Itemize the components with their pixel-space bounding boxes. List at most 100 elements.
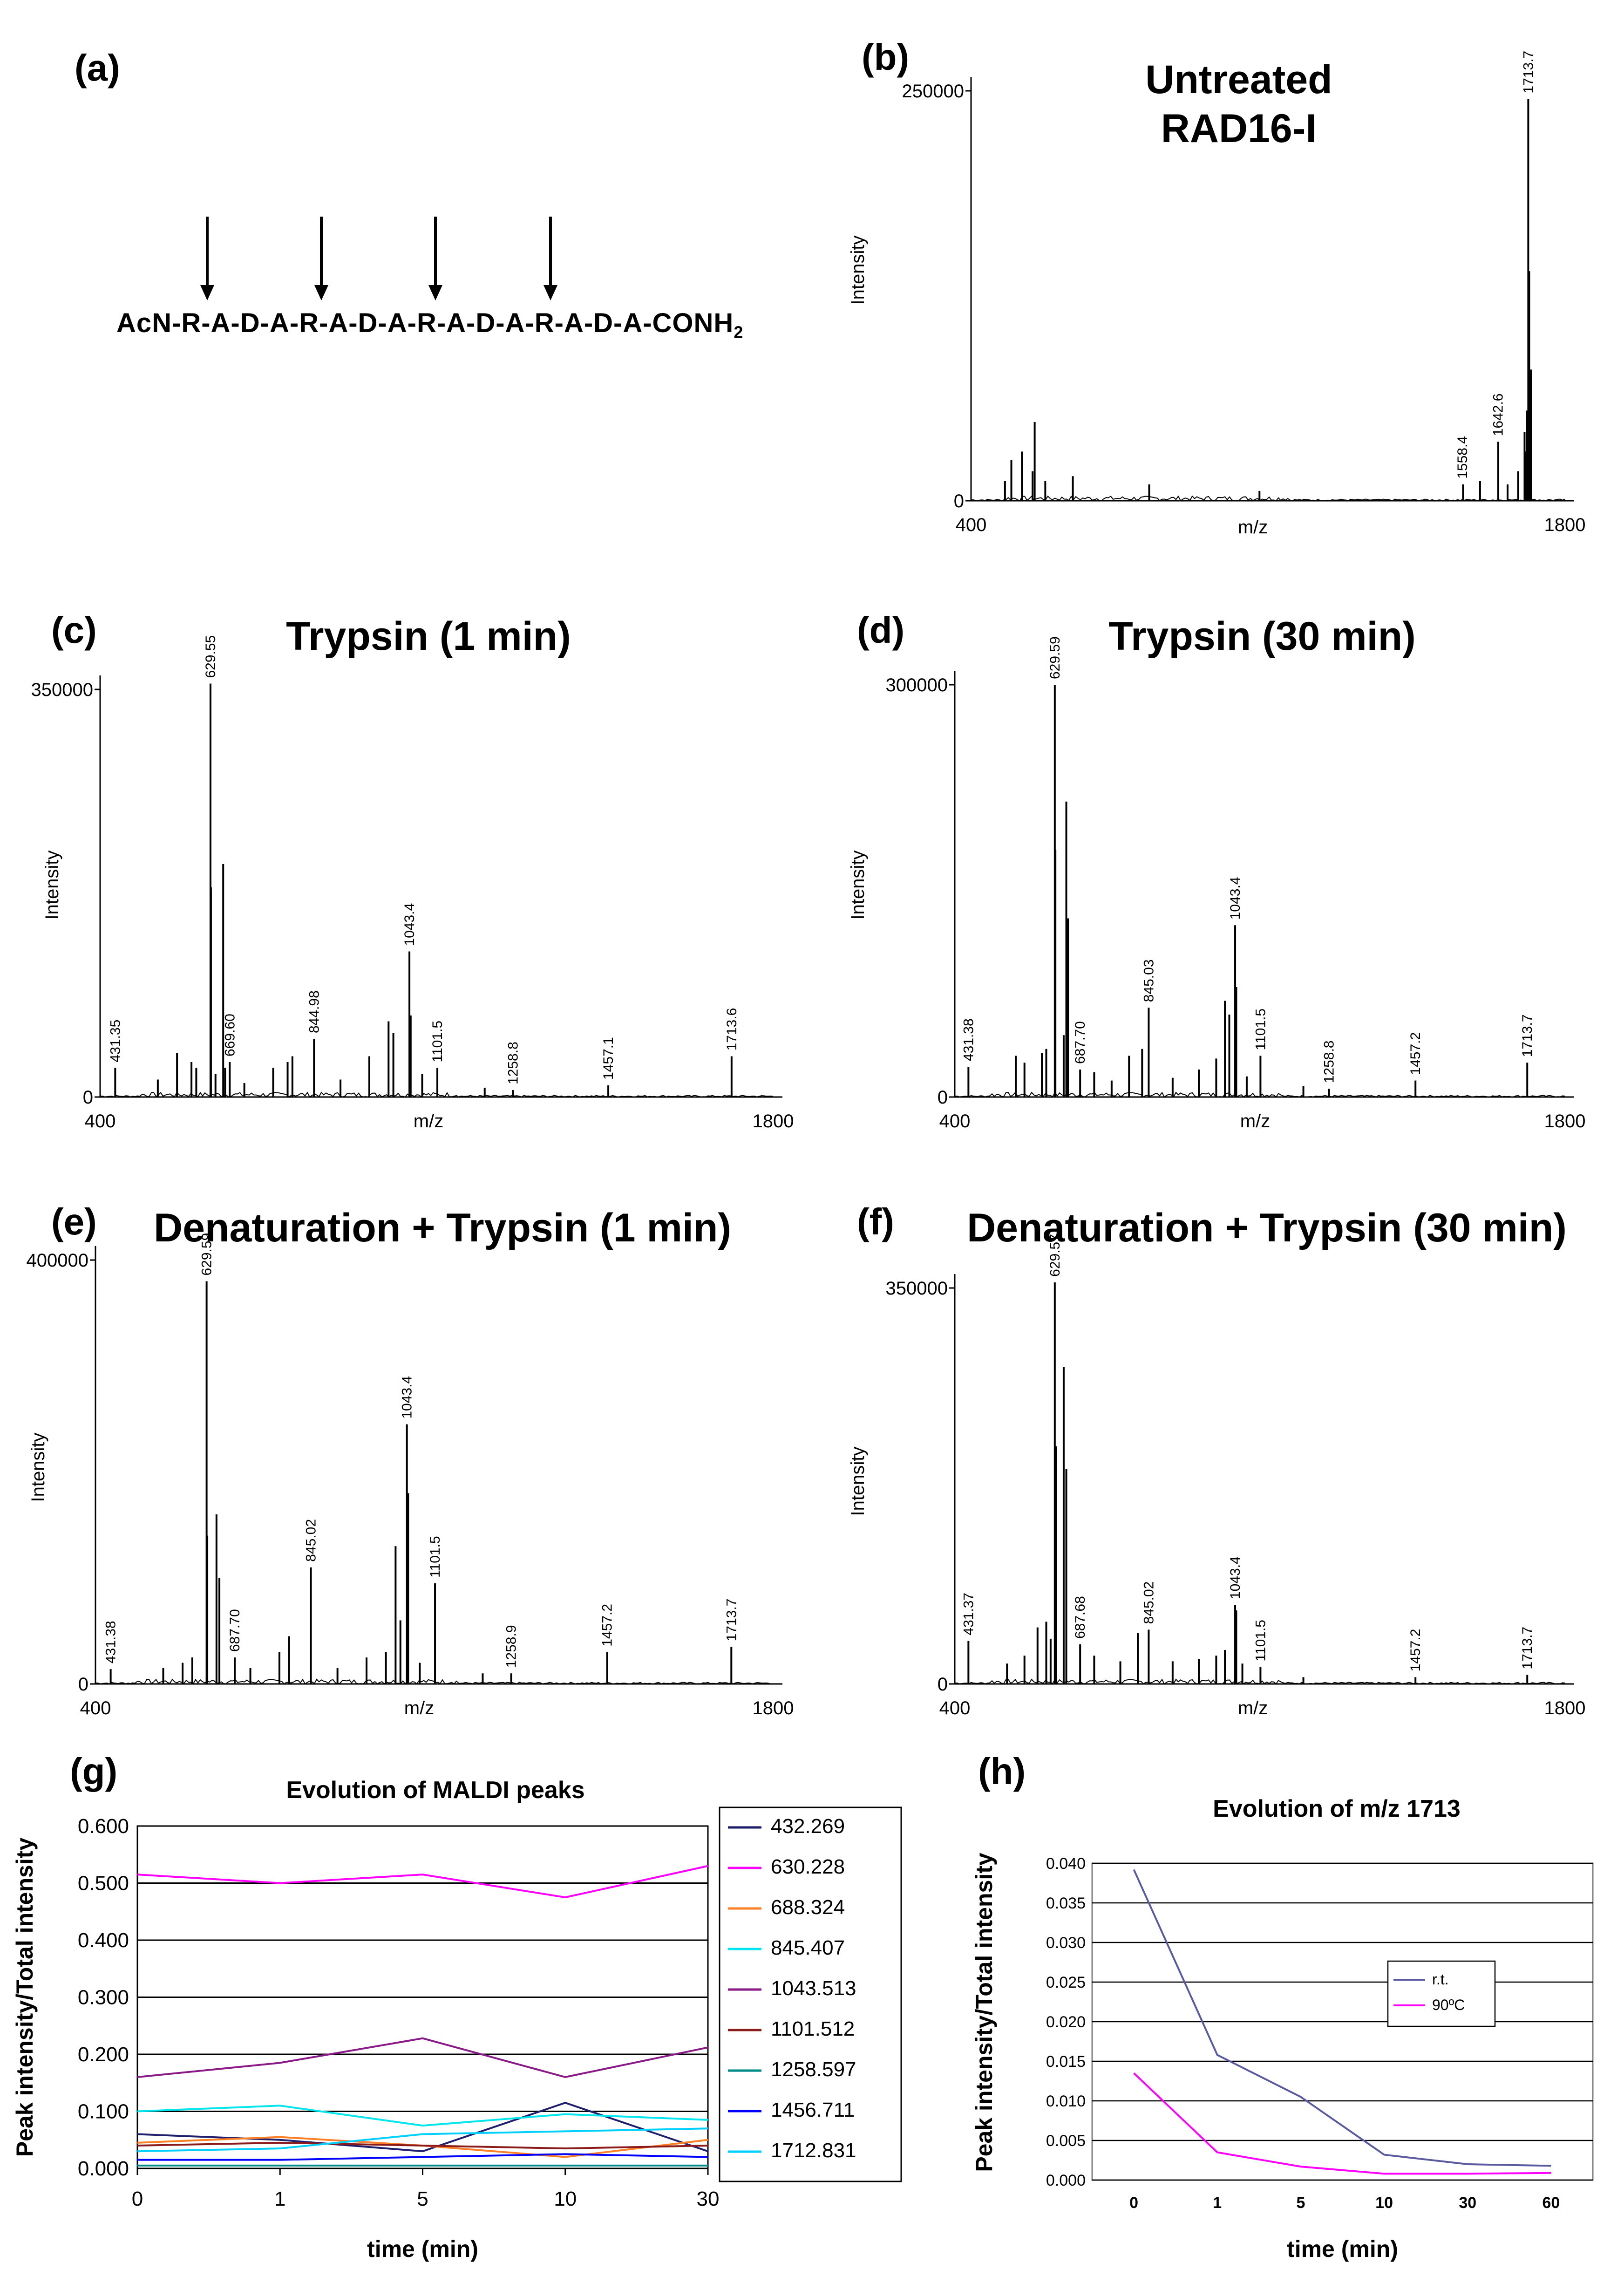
- y-tick-label: 0.300: [78, 1986, 129, 2009]
- y-tick-label: 0.400: [78, 1929, 129, 1952]
- peak-label: 1101.5: [1253, 1009, 1268, 1050]
- x-tick-label: 1800: [753, 1698, 794, 1718]
- x-axis-label: m/z: [414, 1111, 443, 1131]
- x-tick-label: 10: [554, 2188, 577, 2210]
- y-tick-label: 0.015: [1046, 2053, 1086, 2071]
- peak-label: 1258.8: [505, 1042, 521, 1084]
- panel-label-g: (g): [70, 1751, 117, 1792]
- peak-label: 1457.2: [1408, 1629, 1423, 1672]
- peak-label: 844.98: [306, 990, 322, 1033]
- legend-entry: 1258.597: [771, 2058, 856, 2081]
- x-tick-label: 1800: [1544, 1698, 1586, 1718]
- peak-label: 1713.7: [1520, 1014, 1535, 1057]
- chart-title: Untreated: [1145, 57, 1332, 102]
- y-tick-label: 300000: [886, 675, 948, 695]
- y-tick-label: 0.025: [1046, 1974, 1086, 1991]
- peak-label: 1043.4: [1228, 877, 1243, 920]
- chart-title: Trypsin (1 min): [286, 614, 571, 659]
- peak-label: 687.70: [227, 1609, 243, 1652]
- y-tick-label: 0: [954, 491, 964, 511]
- spectrum-f: (f) Denaturation + Trypsin (30 min) 0 35000…: [848, 1201, 1585, 1718]
- y-tick-label: 0.000: [1046, 2172, 1086, 2189]
- chart-title: RAD16-I: [1161, 106, 1317, 151]
- peak-label: 845.03: [1141, 959, 1156, 1002]
- chart-title: Denaturation + Trypsin (1 min): [154, 1206, 731, 1250]
- x-axis-label: m/z: [1238, 1698, 1268, 1718]
- x-tick-label: 400: [956, 515, 987, 535]
- panel-label-c: (c): [51, 609, 97, 651]
- peak-label: 1713.6: [724, 1008, 740, 1051]
- series-line: [137, 2153, 708, 2161]
- chart-title: Trypsin (30 min): [1108, 614, 1416, 659]
- y-tick-label: 0.020: [1046, 2013, 1086, 2031]
- x-tick-label: 5: [417, 2188, 428, 2210]
- x-tick-label: 0: [132, 2188, 143, 2210]
- panel-label-d: (d): [857, 609, 904, 651]
- peak-label: 1642.6: [1491, 394, 1506, 436]
- x-tick-label: 1: [274, 2188, 285, 2210]
- x-tick-label: 400: [80, 1698, 111, 1718]
- y-axis-label: Peak intensity/Total intensity: [971, 1853, 997, 2172]
- panel-label-a: (a): [75, 47, 120, 89]
- y-tick-label: 0.030: [1046, 1934, 1086, 1952]
- peak-label: 629.55: [203, 635, 218, 678]
- y-tick-label: 0.600: [78, 1815, 129, 1838]
- y-axis-label: Intensity: [848, 1447, 868, 1516]
- arrows: [200, 217, 557, 300]
- panel-label-b: (b): [862, 36, 909, 78]
- legend-entry: 90ºC: [1432, 1997, 1465, 2013]
- noise-trace: [971, 495, 1565, 502]
- y-tick-label: 0.040: [1046, 1855, 1086, 1873]
- peak-label: 1457.2: [1408, 1032, 1423, 1075]
- cleavage-arrow: [428, 217, 442, 300]
- y-tick-label: 0.200: [78, 2043, 129, 2066]
- peak-label: 845.02: [1141, 1581, 1156, 1624]
- y-tick-label: 0.005: [1046, 2132, 1086, 2150]
- x-tick-label: 400: [939, 1111, 971, 1131]
- panel-label-f: (f): [857, 1201, 894, 1242]
- x-tick-label: 400: [85, 1111, 116, 1131]
- x-axis-label: time (min): [1287, 2236, 1398, 2262]
- peptide-sequence: AcN-R-A-D-A-R-A-D-A-R-A-D-A-R-A-D-A-CONH…: [116, 307, 743, 342]
- peak-label: 431.38: [961, 1018, 976, 1061]
- peak-label: 629.59: [1047, 636, 1063, 679]
- peak-label: 1558.4: [1455, 436, 1470, 479]
- chart-title: Evolution of m/z 1713: [1213, 1795, 1461, 1822]
- series-line: [1133, 1869, 1551, 2167]
- peak-label: 1713.7: [724, 1599, 739, 1642]
- legend-entry: 432.269: [771, 1815, 845, 1838]
- peak-label: 629.57: [1047, 1234, 1063, 1277]
- x-tick-label: 1800: [753, 1111, 794, 1131]
- peak-label: 629.59: [199, 1233, 215, 1276]
- cleavage-arrow: [200, 217, 214, 300]
- legend-entry: 1456.711: [771, 2099, 855, 2121]
- chart-title: Evolution of MALDI peaks: [286, 1777, 584, 1804]
- x-axis-label: time (min): [367, 2236, 478, 2262]
- legend-entry: 845.407: [771, 1936, 845, 1959]
- series-line: [137, 2037, 708, 2079]
- peak-label: 669.60: [222, 1014, 238, 1056]
- x-tick-label: 1800: [1544, 1111, 1586, 1131]
- legend-box: [719, 1806, 902, 2182]
- peak-label: 431.38: [103, 1621, 119, 1663]
- y-tick-label: 0: [83, 1087, 93, 1108]
- series-line: [137, 2141, 708, 2150]
- peak-label: 431.37: [961, 1593, 976, 1636]
- peak-label: 1043.4: [402, 903, 417, 946]
- x-axis-label: m/z: [1240, 1111, 1270, 1131]
- x-tick-label: 30: [1459, 2194, 1476, 2212]
- peak-label: 431.35: [108, 1020, 123, 1063]
- peak-label: 687.68: [1073, 1596, 1088, 1639]
- y-tick-label: 0.010: [1046, 2092, 1086, 2110]
- series-line: [137, 1865, 708, 1899]
- y-tick-label: 250000: [902, 81, 964, 102]
- spectrum-c: (c) Trypsin (1 min) 0 350000 400 1800 m/z Inten…: [31, 609, 794, 1131]
- spectrum-d: (d) Trypsin (30 min) 0 300000 400 1800 m/z Inte…: [848, 609, 1585, 1131]
- peak-label: 845.02: [304, 1519, 319, 1562]
- y-tick-label: 0: [78, 1674, 88, 1695]
- peak-label: 1101.5: [1253, 1620, 1268, 1662]
- cleavage-arrow: [544, 217, 557, 300]
- peak-label: 1457.2: [600, 1604, 615, 1647]
